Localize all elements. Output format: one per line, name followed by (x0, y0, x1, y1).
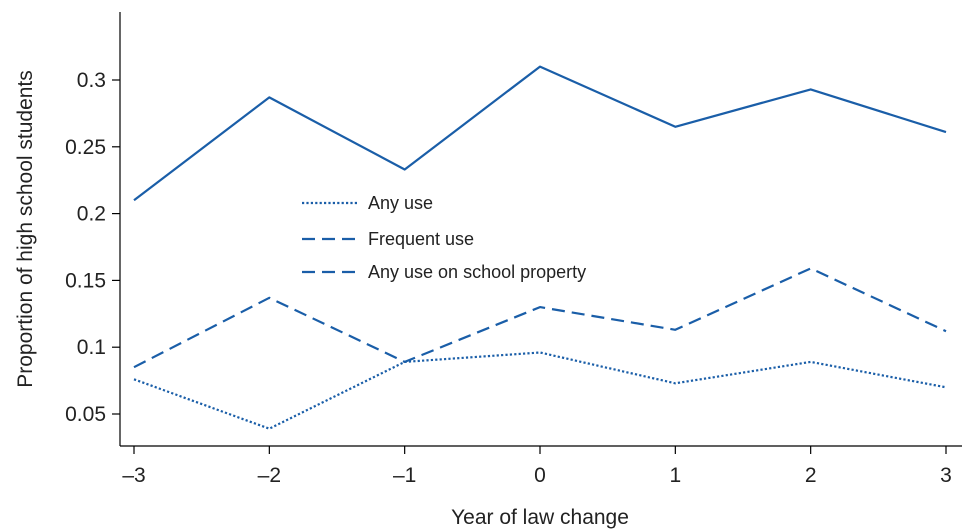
y-tick-label: 0.1 (77, 336, 106, 359)
series-line-any-use (133, 351, 947, 430)
x-tick-label: –3 (122, 464, 145, 487)
legend: Any use Frequent use Any use on school pro… (302, 193, 586, 282)
y-tick-label: 0.25 (65, 136, 106, 159)
x-axis-title: Year of law change (451, 506, 629, 529)
x-tick-label: –2 (258, 464, 281, 487)
y-axis-title: Proportion of high school students (14, 70, 37, 388)
x-tick-label: –1 (393, 464, 416, 487)
y-tick-label: 0.3 (77, 69, 106, 92)
axes (119, 12, 962, 447)
series-line-frequent-use (133, 267, 947, 369)
legend-label-any-use: Any use (368, 193, 433, 213)
y-tick-label: 0.05 (65, 403, 106, 426)
series-lines (133, 65, 947, 430)
x-tick-label: 0 (534, 464, 546, 487)
x-tick-label: 1 (669, 464, 681, 487)
series-line-any-use-on-school-property (133, 65, 947, 202)
y-tick-label: 0.2 (77, 203, 106, 226)
x-axis-ticks: –3 –2 –1 0 1 2 3 (122, 446, 952, 487)
x-tick-label: 3 (940, 464, 952, 487)
y-tick-label: 0.15 (65, 269, 106, 292)
legend-label-frequent-use: Frequent use (368, 229, 474, 249)
x-tick-label: 2 (805, 464, 817, 487)
legend-label-any-use-on-school-property: Any use on school property (368, 262, 586, 282)
y-axis-ticks: 0.05 0.1 0.15 0.2 0.25 0.3 (65, 69, 120, 426)
